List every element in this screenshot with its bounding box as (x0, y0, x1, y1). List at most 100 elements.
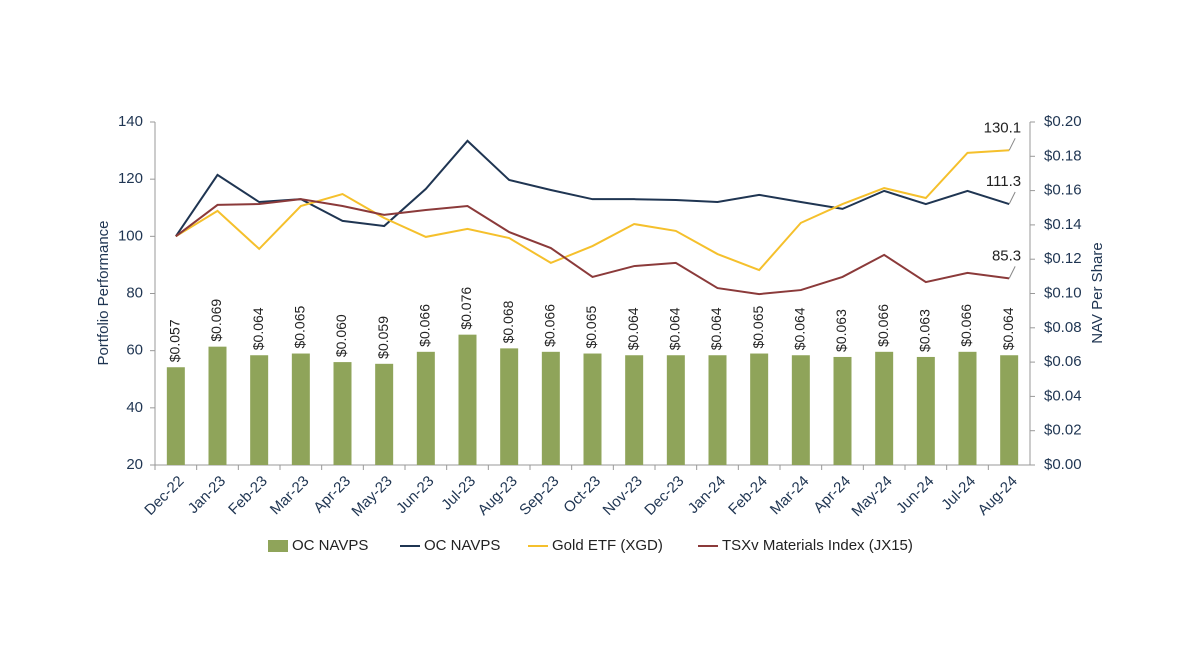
bar-value-label: $0.066 (875, 304, 891, 347)
bar (1000, 355, 1019, 465)
x-tick-label: Sep-23 (516, 473, 562, 519)
bar (708, 355, 727, 465)
y-tick-label: 100 (118, 227, 143, 244)
x-tick-label: Dec-23 (641, 473, 687, 519)
x-tick-label: Feb-24 (725, 473, 771, 519)
legend-swatch (268, 540, 288, 552)
x-tick-label: Aug-23 (475, 473, 521, 519)
y2-tick-label: $0.18 (1044, 147, 1082, 164)
bar (791, 355, 810, 465)
bar (208, 346, 227, 465)
y2-axis-title: NAV Per Share (1089, 242, 1106, 343)
bar (750, 353, 769, 465)
x-tick-label: Dec-22 (141, 473, 187, 519)
x-tick-label: Apr-24 (810, 473, 854, 517)
bar-value-label: $0.065 (750, 305, 766, 348)
x-tick-label: Jan-23 (185, 473, 229, 517)
y-tick-label: 20 (126, 456, 143, 473)
legend-label: Gold ETF (XGD) (552, 537, 663, 554)
bar-value-label: $0.068 (500, 300, 516, 343)
y2-tick-label: $0.00 (1044, 456, 1082, 473)
x-tick-label: Mar-23 (267, 473, 313, 519)
x-tick-label: Jun-24 (893, 473, 937, 517)
y2-tick-label: $0.10 (1044, 284, 1082, 301)
x-tick-label: Jan-24 (685, 473, 729, 517)
annotation-leader (1008, 266, 1016, 279)
bar (500, 348, 519, 465)
x-tick-label: Apr-23 (310, 473, 354, 517)
bar-value-label: $0.066 (958, 304, 974, 347)
y2-tick-label: $0.12 (1044, 250, 1082, 267)
x-tick-label: Oct-23 (560, 473, 604, 517)
bar (375, 363, 394, 465)
line (175, 149, 1010, 272)
y2-tick-label: $0.14 (1044, 216, 1082, 233)
legend-label: OC NAVPS (424, 537, 500, 554)
end-value-label: 85.3 (992, 247, 1021, 264)
line (175, 198, 1010, 296)
y2-tick-label: $0.20 (1044, 113, 1082, 130)
annotation-leader (1008, 138, 1016, 151)
bar-value-label: $0.060 (333, 314, 349, 357)
legend-label: TSXv Materials Index (JX15) (722, 537, 913, 554)
bar-value-label: $0.065 (292, 305, 308, 348)
y2-tick-label: $0.16 (1044, 182, 1082, 199)
end-value-label: 130.1 (984, 119, 1022, 136)
bar-value-label: $0.057 (167, 319, 183, 362)
y-tick-label: 120 (118, 170, 143, 187)
bar (916, 356, 935, 465)
bar (333, 362, 352, 465)
y2-tick-label: $0.06 (1044, 353, 1082, 370)
y2-tick-label: $0.04 (1044, 387, 1082, 404)
bar (958, 351, 977, 465)
bar-value-label: $0.066 (417, 304, 433, 347)
bar-value-label: $0.064 (625, 307, 641, 350)
x-tick-label: May-23 (348, 473, 395, 520)
legend: OC NAVPS OC NAVPS Gold ETF (XGD) TSXv Mater… (268, 537, 913, 554)
line (175, 139, 1010, 237)
bar (166, 367, 185, 465)
bar (666, 355, 685, 465)
y-tick-label: 140 (118, 113, 143, 130)
bar (291, 353, 310, 465)
y-tick-label: 40 (126, 399, 143, 416)
bar-value-label: $0.065 (583, 305, 599, 348)
y2-tick-label: $0.02 (1044, 422, 1082, 439)
bar-value-label: $0.059 (375, 316, 391, 359)
bar-value-label: $0.064 (708, 307, 724, 350)
y2-tick-label: $0.08 (1044, 319, 1082, 336)
bar-value-label: $0.064 (1000, 307, 1016, 350)
x-tick-label: Jun-23 (393, 473, 437, 517)
bar (875, 351, 894, 465)
x-tick-label: Mar-24 (767, 473, 813, 519)
bar-value-label: $0.076 (458, 287, 474, 330)
bar-value-label: $0.064 (667, 307, 683, 350)
x-tick-label: May-24 (848, 473, 895, 520)
y-axis-title: Portfolio Performance (95, 220, 112, 365)
bar (583, 353, 602, 465)
x-tick-label: Jul-23 (438, 473, 479, 514)
bar (458, 334, 477, 465)
bar-value-label: $0.063 (833, 309, 849, 352)
bar-value-label: $0.064 (250, 307, 266, 350)
end-value-label: 111.3 (986, 173, 1021, 190)
bar (541, 351, 560, 465)
bar (250, 355, 269, 465)
bar-value-label: $0.063 (917, 309, 933, 352)
x-tick-label: Feb-23 (225, 473, 271, 519)
bar (625, 355, 644, 465)
y-tick-label: 80 (126, 284, 143, 301)
x-tick-label: Jul-24 (938, 473, 979, 514)
x-tick-label: Aug-24 (975, 473, 1021, 519)
bar-value-label: $0.064 (792, 307, 808, 350)
bar (833, 356, 852, 465)
bar-value-label: $0.066 (542, 304, 558, 347)
legend-label: OC NAVPS (292, 537, 368, 554)
y-tick-label: 60 (126, 342, 143, 359)
annotation-leader (1008, 191, 1016, 205)
bar (416, 351, 435, 465)
x-tick-label: Nov-23 (600, 473, 646, 519)
bar-value-label: $0.069 (208, 299, 224, 342)
